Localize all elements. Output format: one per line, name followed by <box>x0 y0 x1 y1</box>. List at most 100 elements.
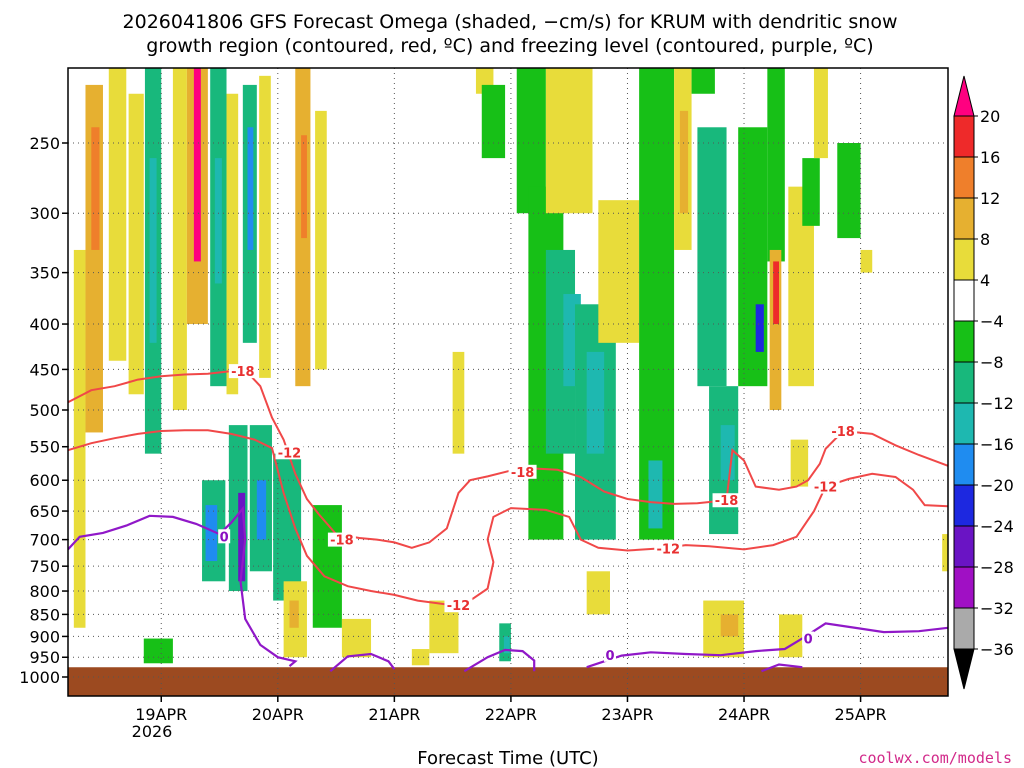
y-tick-label: 300 <box>29 204 60 223</box>
omega-cell <box>755 304 764 352</box>
colorbar: 20 16 12 8 4 −4 −8 −12 −16 −20 −24 −28 −32 −36 <box>953 75 1014 690</box>
colorbar-label: −28 <box>980 558 1014 577</box>
x-axis-label: Forecast Time (UTC) <box>417 748 598 768</box>
plot-frame <box>67 67 949 697</box>
omega-cell <box>586 351 605 454</box>
omega-cell <box>691 68 715 94</box>
y-tick-label: 350 <box>29 264 60 283</box>
colorbar-label: 8 <box>980 230 990 249</box>
colorbar-segment <box>953 320 975 363</box>
omega-cell <box>545 68 593 214</box>
omega-cell <box>149 158 157 343</box>
freezing-contour-label: 0 <box>804 633 813 648</box>
freezing-level-line <box>761 663 803 673</box>
y-tick-label: 850 <box>29 605 60 624</box>
dgz-contour-label-bg <box>444 598 473 613</box>
omega-cell <box>860 249 873 273</box>
omega-cell <box>301 135 307 239</box>
omega-cell <box>767 68 785 262</box>
colorbar-segment <box>953 566 975 609</box>
y-tick-label: 750 <box>29 557 60 576</box>
omega-cell <box>143 638 173 664</box>
dgz-contour-label-bg <box>654 541 683 556</box>
omega-cell <box>778 614 803 658</box>
omega-cell <box>91 127 100 250</box>
colorbar-segment <box>953 361 975 404</box>
freezing-contour-label-bg <box>218 529 231 544</box>
x-tick-label: 24APR <box>718 705 770 724</box>
omega-cell <box>720 614 739 637</box>
source-label: coolwx.com/models <box>858 749 1012 767</box>
colorbar-label: −24 <box>980 517 1014 536</box>
dgz-contour-label: -12 <box>447 599 471 614</box>
omega-cell <box>586 571 610 615</box>
dgz-contour-label: -12 <box>278 446 302 461</box>
dgz-contour-label: -18 <box>231 365 255 380</box>
x-tick-label: 20APR <box>252 705 304 724</box>
omega-cell <box>598 200 640 343</box>
dgz-contour-label: -18 <box>715 494 739 509</box>
colorbar-label: 12 <box>980 189 1000 208</box>
omega-cell <box>226 93 239 395</box>
freezing-contour-label: 0 <box>605 649 614 664</box>
y-axis: 250 300 350 400 450 500 550 600 650 700 750 800 850 9… <box>19 134 68 687</box>
freezing-contour-label-bg <box>802 631 815 646</box>
dgz-contour-label-bg <box>508 464 537 479</box>
contour-lines: -18 -12 -18 -12 -18 -12 -18 -18 -12 0 0 0 <box>68 364 948 673</box>
freezing-level-line <box>463 648 536 673</box>
dgz-contour-label-bg <box>327 532 356 547</box>
y-tick-label: 1000 <box>19 668 60 687</box>
freezing-contour-label: 0 <box>220 530 229 545</box>
omega-cell <box>411 649 430 666</box>
colorbar-segment <box>953 279 975 322</box>
dgz-contour-line <box>68 370 948 549</box>
dgz-contour-label: -18 <box>330 534 354 549</box>
colorbar-segment <box>953 607 975 650</box>
colorbar-segment <box>953 443 975 486</box>
omega-cell <box>238 492 246 582</box>
y-tick-label: 450 <box>29 360 60 379</box>
x-axis: 19APR 20APR 21APR 22APR 23APR 24APR 25APR <box>135 696 887 724</box>
colorbar-segment <box>953 238 975 281</box>
terrain-fill <box>68 667 948 696</box>
x-tick-label: 23APR <box>601 705 653 724</box>
dgz-contour-label-bg <box>829 423 858 438</box>
omega-cell <box>790 439 809 487</box>
gridlines <box>68 68 948 696</box>
omega-cell <box>679 110 689 214</box>
omega-shading <box>73 68 948 666</box>
omega-cell <box>256 480 267 540</box>
colorbar-segment <box>953 525 975 568</box>
x-tick-label: 22APR <box>485 705 537 724</box>
y-tick-label: 700 <box>29 531 60 550</box>
y-tick-label: 800 <box>29 582 60 601</box>
freezing-level-line <box>586 622 948 669</box>
colorbar-segment <box>953 402 975 445</box>
omega-cell <box>73 249 86 628</box>
omega-cell <box>341 618 372 658</box>
x-tick-label: 21APR <box>368 705 420 724</box>
colorbar-label: −12 <box>980 394 1014 413</box>
omega-cell <box>289 600 299 628</box>
dgz-contour-label-bg <box>811 479 840 494</box>
omega-cell <box>773 261 779 325</box>
y-tick-label: 900 <box>29 627 60 646</box>
terrain-band <box>68 667 948 696</box>
omega-cell <box>214 158 222 284</box>
omega-cell <box>942 534 948 572</box>
colorbar-label: −20 <box>980 476 1014 495</box>
dgz-contour-label-bg <box>712 493 741 508</box>
y-tick-label: 650 <box>29 502 60 521</box>
dgz-contour-label: -18 <box>831 425 855 440</box>
omega-cell <box>205 505 218 562</box>
colorbar-label: −36 <box>980 640 1014 659</box>
colorbar-segment <box>953 648 975 690</box>
x-tick-label: 19APR <box>135 705 187 724</box>
colorbar-segment <box>953 156 975 199</box>
dgz-contour-label-bg <box>275 445 304 460</box>
dgz-contour-label: -12 <box>657 542 681 557</box>
omega-cell <box>128 93 144 395</box>
omega-cell <box>503 636 510 654</box>
colorbar-label: −4 <box>980 312 1004 331</box>
